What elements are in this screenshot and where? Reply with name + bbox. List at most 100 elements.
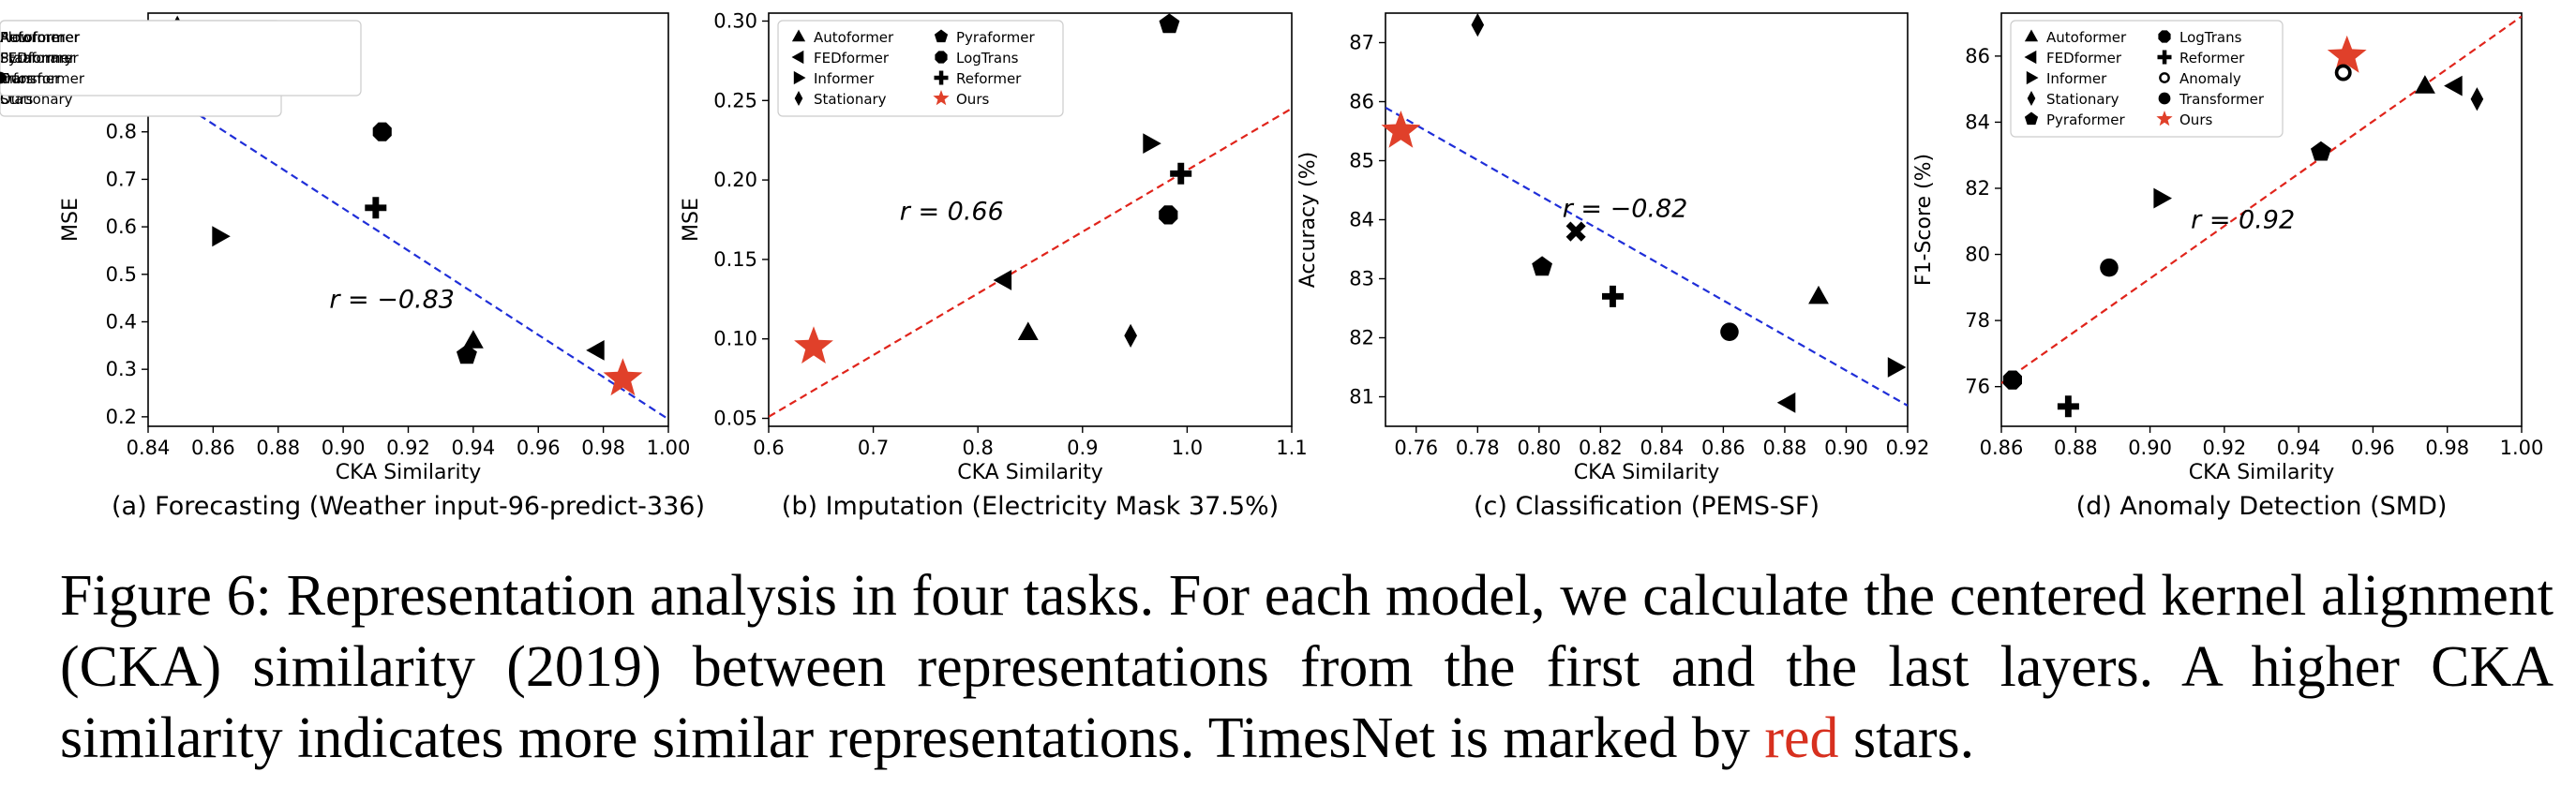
legend-label-reformer: Reformer — [0, 29, 66, 46]
plot-frame — [2000, 12, 2523, 427]
data-point-fedformer — [993, 270, 1012, 290]
x-tick-label: 1.00 — [2500, 437, 2544, 459]
tri-left-marker-icon — [2024, 50, 2037, 65]
legend-label-informer: Informer — [0, 70, 61, 87]
y-tick-label: 0.10 — [713, 328, 757, 350]
data-point-ours — [1381, 111, 1421, 148]
legend-label-informer: Informer — [2046, 70, 2107, 87]
octagon-marker-icon — [935, 51, 948, 64]
data-point-ours — [794, 326, 833, 364]
data-point-anomaly — [2334, 64, 2352, 82]
correlation-annotation: r = 0.66 — [900, 198, 1004, 227]
tri-right-marker-icon — [2026, 70, 2039, 85]
pentagon-marker-icon — [2024, 111, 2039, 126]
correlation-annotation: r = 0.92 — [2191, 205, 2295, 234]
legend-label-transformer: Transformer — [2179, 91, 2265, 108]
x-tick-label: 0.6 — [753, 437, 784, 459]
star-marker-icon — [2156, 111, 2173, 126]
y-tick-label: 0.25 — [713, 89, 757, 111]
chart-panel-4: 0.86 0.88 0.90 0.92 0.94 0.96 0.98 1.00 76 78 80 82… — [1912, 12, 2544, 521]
data-point-transformer — [2100, 258, 2119, 277]
data-point-informer — [2153, 187, 2172, 209]
y-tick-label: 80 — [1965, 244, 1990, 266]
x-tick-label: 0.88 — [256, 437, 300, 459]
legend-label-ours: Ours — [956, 91, 989, 108]
legend-label-stationary: Stationary — [814, 91, 887, 108]
x-tick-label: 0.84 — [1640, 437, 1684, 459]
legend-label-logtrans: LogTrans — [2179, 29, 2242, 46]
data-point-reformer — [1602, 285, 1624, 307]
y-axis-label: Accuracy (%) — [1296, 152, 1320, 289]
x-tick-label: 1.1 — [1276, 437, 1307, 459]
data-point-ours — [2327, 35, 2367, 73]
data-point-informer — [212, 226, 231, 247]
legend-label-ours: Ours — [2179, 111, 2212, 128]
y-tick-label: 86 — [1965, 45, 1990, 67]
y-tick-label: 0.30 — [713, 9, 757, 32]
legend-box — [777, 20, 1064, 117]
x-tick-label: 0.7 — [858, 437, 889, 459]
legend-label-autoformer: Autoformer — [814, 29, 894, 46]
data-point-pyraformer — [457, 344, 477, 364]
data-point-informer — [1143, 133, 1161, 154]
data-point-fedformer — [586, 340, 605, 361]
x-tick-label: 0.94 — [451, 437, 495, 459]
data-point-pyraformer — [1532, 256, 1552, 276]
panel-subcaption: (c) Classification (PEMS-SF) — [1474, 492, 1820, 521]
x-tick-label: 0.92 — [386, 437, 430, 459]
x-tick-label: 0.98 — [2425, 437, 2469, 459]
legend-label-reformer: Reformer — [956, 70, 1022, 87]
data-point-logtrans — [1159, 205, 1178, 225]
x-axis-label: CKA Similarity — [957, 461, 1102, 484]
x-tick-label: 0.92 — [1886, 437, 1930, 459]
star-marker-icon — [933, 90, 950, 106]
x-tick-label: 0.78 — [1456, 437, 1500, 459]
data-point-transformer — [1720, 322, 1739, 341]
x-tick-label: 0.86 — [1701, 437, 1745, 459]
panel-subcaption: (d) Anomaly Detection (SMD) — [2076, 492, 2448, 521]
x-tick-label: 0.94 — [2277, 437, 2321, 459]
tri-up-marker-icon — [2024, 29, 2039, 42]
x-tick-label: 0.88 — [2054, 437, 2098, 459]
y-axis-label: MSE — [59, 198, 82, 242]
y-tick-label: 84 — [1965, 111, 1990, 133]
data-point-logtrans — [2002, 370, 2022, 390]
x-axis-label: CKA Similarity — [336, 461, 481, 484]
x-tick-label: 0.84 — [127, 437, 171, 459]
legend-label-fedformer: FEDformer — [814, 50, 890, 67]
x-tick-label: 1.00 — [647, 437, 691, 459]
data-point-reformer — [2057, 395, 2079, 418]
y-tick-label: 76 — [1965, 376, 1990, 398]
x-tick-label: 0.76 — [1394, 437, 1438, 459]
tri-left-marker-icon — [791, 50, 804, 65]
plot-frame — [768, 12, 1293, 427]
trend-line — [148, 81, 668, 421]
legend-label-stationary: Stationary — [0, 50, 73, 67]
pentagon-marker-icon — [934, 29, 949, 43]
x-tick-label: 0.9 — [1067, 437, 1098, 459]
diamond-marker-icon — [2027, 91, 2036, 106]
circle-marker-icon — [0, 71, 7, 84]
trend-line — [769, 107, 1292, 418]
data-point-informer — [1887, 357, 1907, 378]
y-tick-label: 0.7 — [106, 168, 137, 190]
y-tick-label: 0.6 — [106, 215, 137, 238]
legend-label-fedformer: FEDformer — [2046, 50, 2122, 67]
legend-box — [2010, 20, 2284, 138]
y-tick-label: 0.5 — [106, 263, 137, 286]
x-tick-label: 0.98 — [581, 437, 625, 459]
data-point-autoformer — [462, 330, 484, 349]
caption-text: Figure 6: Representation analysis in fou… — [60, 564, 2554, 770]
figure-caption: Figure 6: Representation analysis in fou… — [60, 560, 2554, 774]
legend-label-stationary: Stationary — [2046, 91, 2119, 108]
caption-text-end: stars. — [1838, 706, 1975, 770]
y-tick-label: 0.3 — [106, 358, 137, 380]
data-point-reformer — [365, 197, 387, 219]
data-point-fedformer — [2444, 75, 2463, 97]
data-point-ours — [603, 358, 643, 396]
x-tick-label: 0.8 — [962, 437, 993, 459]
legend-label-flowformer: Flowformer — [0, 29, 80, 46]
chart-panel-3: 0.76 0.78 0.80 0.82 0.84 0.86 0.88 0.90 0.92 81 82… — [0, 12, 1930, 521]
x-tick-label: 0.90 — [2128, 437, 2172, 459]
